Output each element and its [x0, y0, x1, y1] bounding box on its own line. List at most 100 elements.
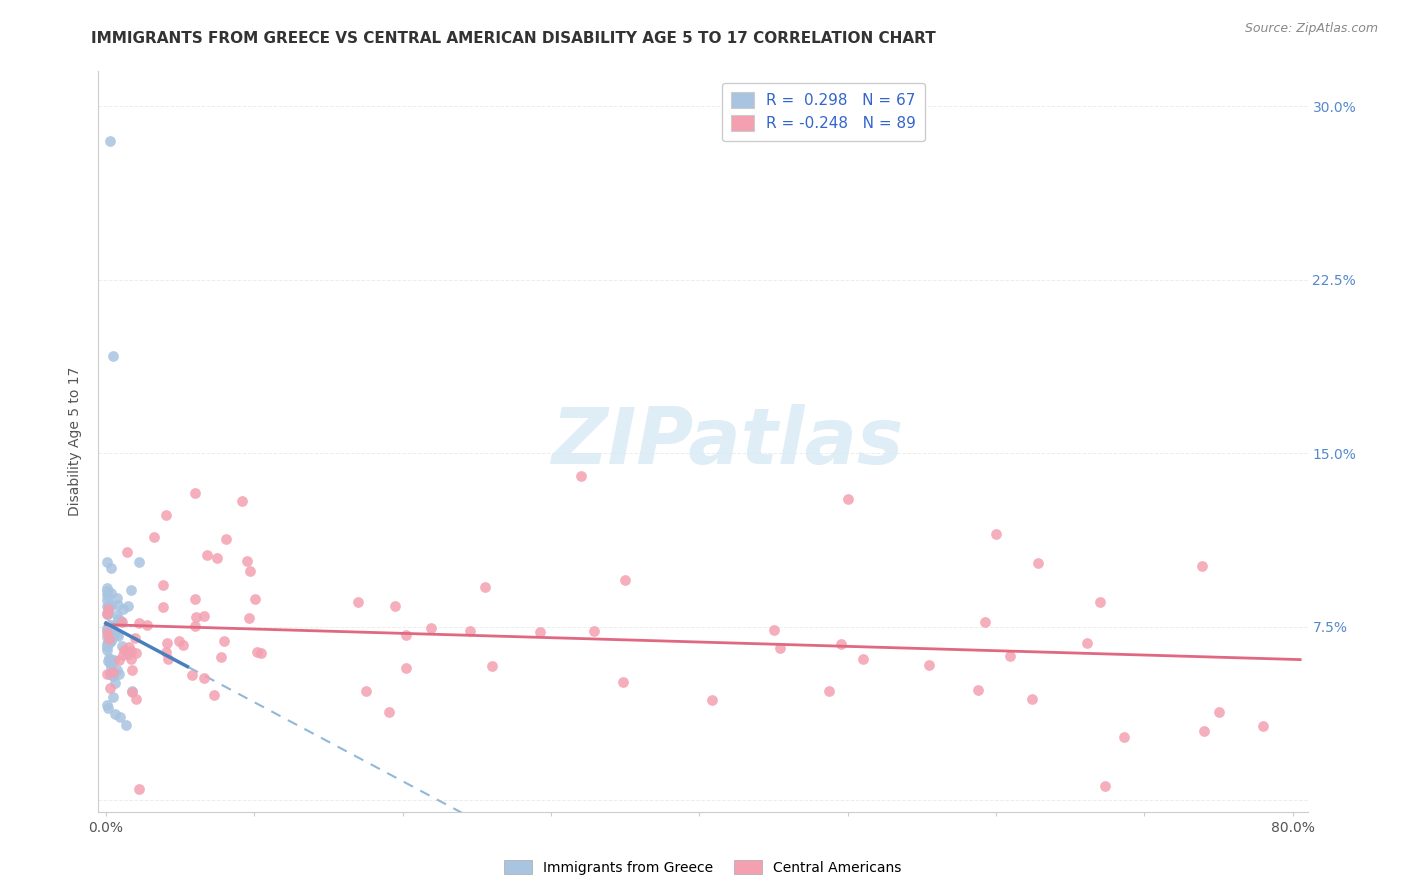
- Point: [205, 551, 228, 566]
- Point: [100, 633, 122, 648]
- Text: IMMIGRANTS FROM GREECE VS CENTRAL AMERICAN DISABILITY AGE 5 TO 17 CORRELATION CH: IMMIGRANTS FROM GREECE VS CENTRAL AMERIC…: [91, 31, 936, 46]
- Point: [103, 349, 125, 363]
- Point: [193, 609, 215, 624]
- Point: [236, 554, 259, 568]
- Point: [97, 599, 120, 614]
- Point: [98, 653, 121, 667]
- Point: [1021, 692, 1043, 706]
- Point: [121, 663, 143, 677]
- Point: [103, 653, 125, 667]
- Point: [112, 648, 135, 662]
- Point: [195, 549, 218, 563]
- Point: [973, 615, 995, 629]
- Point: [1026, 556, 1049, 570]
- Point: [183, 485, 205, 500]
- Point: [614, 574, 637, 588]
- Point: [157, 652, 180, 666]
- Point: [121, 685, 143, 699]
- Point: [384, 599, 406, 613]
- Point: [100, 598, 122, 612]
- Point: [1208, 705, 1230, 719]
- Point: [128, 781, 150, 796]
- Point: [96, 584, 118, 599]
- Point: [967, 682, 990, 697]
- Point: [96, 607, 118, 621]
- Point: [96, 698, 118, 713]
- Point: [118, 640, 141, 654]
- Point: [155, 644, 177, 658]
- Point: [98, 631, 121, 645]
- Point: [104, 706, 127, 721]
- Point: [852, 652, 875, 666]
- Point: [1191, 559, 1213, 574]
- Point: [1088, 595, 1111, 609]
- Point: [96, 593, 118, 607]
- Point: [769, 641, 792, 656]
- Point: [458, 624, 481, 638]
- Point: [100, 665, 122, 680]
- Point: [96, 637, 118, 651]
- Point: [763, 623, 786, 637]
- Point: [167, 634, 190, 648]
- Point: [184, 619, 207, 633]
- Point: [214, 532, 236, 546]
- Point: [354, 684, 377, 698]
- Point: [98, 656, 121, 670]
- Point: [124, 631, 146, 645]
- Y-axis label: Disability Age 5 to 17: Disability Age 5 to 17: [69, 367, 83, 516]
- Point: [239, 564, 262, 578]
- Point: [97, 654, 120, 668]
- Point: [202, 688, 225, 702]
- Point: [107, 608, 129, 623]
- Point: [120, 652, 142, 666]
- Point: [108, 666, 131, 681]
- Point: [101, 618, 124, 632]
- Point: [818, 683, 841, 698]
- Point: [1251, 719, 1274, 733]
- Point: [97, 632, 120, 646]
- Text: Source: ZipAtlas.com: Source: ZipAtlas.com: [1244, 22, 1378, 36]
- Text: ZIPatlas: ZIPatlas: [551, 403, 903, 480]
- Point: [100, 586, 122, 600]
- Point: [107, 629, 129, 643]
- Point: [98, 681, 121, 695]
- Point: [97, 700, 120, 714]
- Point: [107, 612, 129, 626]
- Point: [1076, 636, 1098, 650]
- Point: [152, 599, 174, 614]
- Point: [117, 545, 139, 559]
- Point: [97, 601, 120, 615]
- Point: [112, 602, 135, 616]
- Point: [100, 659, 122, 673]
- Point: [156, 636, 179, 650]
- Point: [97, 601, 120, 615]
- Point: [100, 561, 122, 575]
- Point: [100, 633, 122, 648]
- Point: [98, 618, 121, 632]
- Point: [101, 667, 124, 681]
- Point: [212, 633, 235, 648]
- Point: [125, 646, 148, 660]
- Point: [112, 643, 135, 657]
- Point: [529, 624, 551, 639]
- Point: [105, 591, 128, 605]
- Point: [395, 627, 418, 641]
- Point: [100, 667, 122, 681]
- Point: [96, 606, 118, 620]
- Point: [105, 664, 128, 678]
- Point: [481, 658, 503, 673]
- Point: [96, 607, 118, 621]
- Point: [96, 643, 118, 657]
- Point: [128, 555, 150, 569]
- Point: [97, 651, 120, 665]
- Point: [184, 592, 207, 607]
- Point: [184, 610, 207, 624]
- Point: [1094, 779, 1116, 793]
- Point: [105, 627, 128, 641]
- Point: [837, 492, 859, 507]
- Point: [96, 588, 118, 602]
- Point: [193, 671, 215, 685]
- Point: [96, 640, 118, 655]
- Point: [984, 527, 1007, 541]
- Point: [583, 624, 606, 638]
